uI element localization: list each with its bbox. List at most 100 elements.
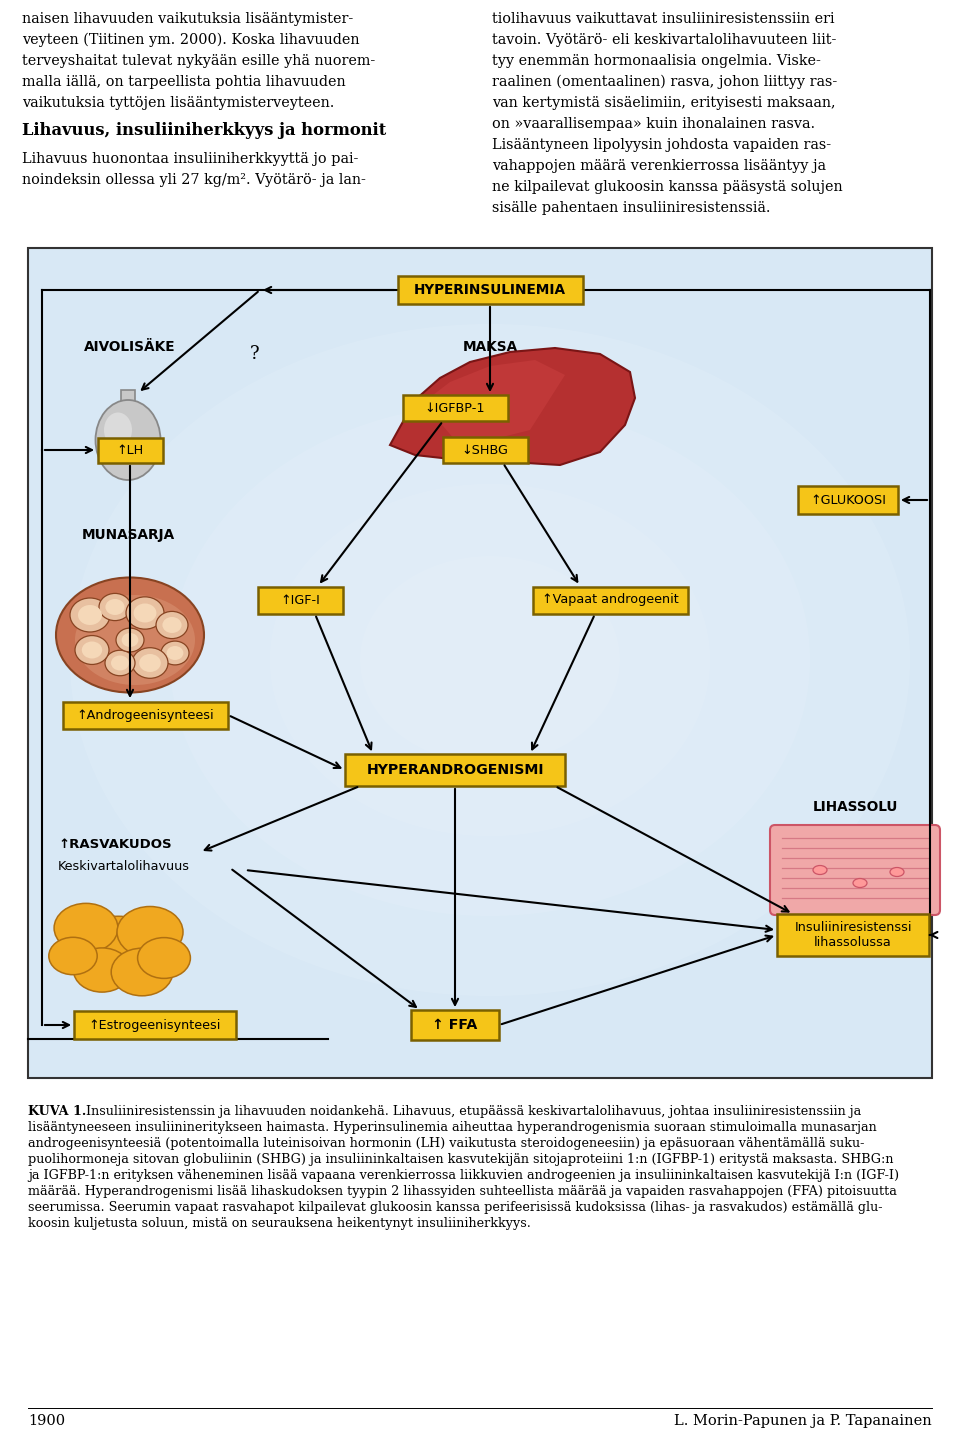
Text: ja IGFBP-1:n erityksen väheneminen lisää vapaana verenkierrossa liikkuvien andro: ja IGFBP-1:n erityksen väheneminen lisää… — [28, 1170, 900, 1183]
Ellipse shape — [82, 641, 102, 658]
Ellipse shape — [167, 647, 183, 660]
Text: koosin kuljetusta soluun, mistä on seurauksena heikentynyt insuliiniherkkyys.: koosin kuljetusta soluun, mistä on seura… — [28, 1217, 531, 1230]
Text: LIHASSOLU: LIHASSOLU — [812, 800, 898, 813]
Text: vaikutuksia tyttöjen lisääntymisterveyteen.: vaikutuksia tyttöjen lisääntymisterveyte… — [22, 96, 334, 111]
Text: ↑LH: ↑LH — [116, 444, 144, 457]
Text: ↓IGFBP-1: ↓IGFBP-1 — [424, 401, 485, 414]
Text: määrää. Hyperandrogenismi lisää lihaskudoksen tyypin 2 lihassyiden suhteellista : määrää. Hyperandrogenismi lisää lihaskud… — [28, 1186, 897, 1198]
Text: ↑Vapaat androgeenit: ↑Vapaat androgeenit — [541, 593, 679, 606]
Ellipse shape — [95, 399, 160, 480]
Text: ?: ? — [251, 345, 260, 364]
Text: KUVA 1.: KUVA 1. — [28, 1105, 86, 1118]
Text: Lihavuus, insuliiniherkkyys ja hormonit: Lihavuus, insuliiniherkkyys ja hormonit — [22, 122, 386, 139]
FancyBboxPatch shape — [777, 914, 929, 956]
Ellipse shape — [116, 628, 144, 652]
Ellipse shape — [80, 917, 156, 976]
FancyBboxPatch shape — [74, 1012, 236, 1039]
Ellipse shape — [73, 948, 131, 992]
FancyBboxPatch shape — [257, 586, 343, 614]
Text: Lihavuus huonontaa insuliiniherkkyyttä jo pai-: Lihavuus huonontaa insuliiniherkkyyttä j… — [22, 152, 358, 167]
Text: L. Morin-Papunen ja P. Tapanainen: L. Morin-Papunen ja P. Tapanainen — [674, 1414, 932, 1428]
Ellipse shape — [105, 651, 135, 675]
Text: naisen lihavuuden vaikutuksia lisääntymister-: naisen lihavuuden vaikutuksia lisääntymi… — [22, 11, 353, 26]
Ellipse shape — [54, 904, 118, 953]
Ellipse shape — [133, 604, 156, 622]
Ellipse shape — [126, 596, 164, 629]
FancyBboxPatch shape — [98, 437, 162, 463]
Ellipse shape — [161, 641, 189, 665]
Ellipse shape — [104, 412, 132, 447]
Ellipse shape — [75, 635, 109, 664]
Ellipse shape — [99, 593, 131, 621]
FancyBboxPatch shape — [62, 701, 228, 729]
Text: ↑ FFA: ↑ FFA — [432, 1017, 478, 1032]
Ellipse shape — [156, 611, 188, 638]
Text: androgeenisynteesiä (potentoimalla luteinisoivan hormonin (LH) vaikutusta steroi: androgeenisynteesiä (potentoimalla lutei… — [28, 1137, 864, 1150]
FancyBboxPatch shape — [402, 395, 508, 421]
Ellipse shape — [170, 404, 810, 915]
Ellipse shape — [106, 599, 125, 615]
FancyBboxPatch shape — [443, 437, 527, 463]
Text: ↑IGF-I: ↑IGF-I — [280, 593, 320, 606]
Text: Keskivartalolihavuus: Keskivartalolihavuus — [58, 859, 190, 874]
Ellipse shape — [132, 648, 168, 678]
Text: AIVOLISÄKE: AIVOLISÄKE — [84, 341, 176, 354]
FancyBboxPatch shape — [411, 1010, 499, 1040]
Ellipse shape — [890, 868, 904, 877]
Text: on »vaarallisempaa» kuin ihonalainen rasva.: on »vaarallisempaa» kuin ihonalainen ras… — [492, 116, 815, 131]
Ellipse shape — [813, 865, 827, 875]
Ellipse shape — [117, 907, 183, 957]
Text: tiolihavuus vaikuttavat insuliiniresistenssiin eri: tiolihavuus vaikuttavat insuliiniresiste… — [492, 11, 834, 26]
Polygon shape — [420, 361, 565, 440]
Text: 1900: 1900 — [28, 1414, 65, 1428]
Ellipse shape — [70, 598, 110, 632]
Text: ne kilpailevat glukoosin kanssa pääsystä solujen: ne kilpailevat glukoosin kanssa pääsystä… — [492, 180, 843, 194]
Polygon shape — [390, 348, 635, 466]
Text: ↑RASVAKUDOS: ↑RASVAKUDOS — [58, 838, 172, 851]
Text: MUNASARJA: MUNASARJA — [82, 527, 175, 542]
FancyBboxPatch shape — [533, 586, 687, 614]
Ellipse shape — [139, 654, 161, 673]
FancyBboxPatch shape — [798, 486, 898, 514]
Text: Insuliiniresistenssi
lihassolussa: Insuliiniresistenssi lihassolussa — [794, 921, 912, 948]
Ellipse shape — [56, 578, 204, 693]
Text: vahappojen määrä verenkierrossa lisääntyy ja: vahappojen määrä verenkierrossa lisäänty… — [492, 160, 826, 172]
Text: puolihormoneja sitovan globuliinin (SHBG) ja insuliininkaltaisen kasvutekijän si: puolihormoneja sitovan globuliinin (SHBG… — [28, 1152, 894, 1165]
Text: lisääntyneeseen insuliinineritykseen haimasta. Hyperinsulinemia aiheuttaa hypera: lisääntyneeseen insuliinineritykseen hai… — [28, 1121, 876, 1134]
Text: van kertymistä sisäelimiin, erityisesti maksaan,: van kertymistä sisäelimiin, erityisesti … — [492, 96, 835, 111]
Ellipse shape — [111, 655, 129, 671]
Ellipse shape — [111, 948, 173, 996]
Text: veyteen (Tiitinen ym. 2000). Koska lihavuuden: veyteen (Tiitinen ym. 2000). Koska lihav… — [22, 33, 359, 47]
Text: noindeksin ollessa yli 27 kg/m². Vyötärö- ja lan-: noindeksin ollessa yli 27 kg/m². Vyötärö… — [22, 172, 366, 187]
FancyBboxPatch shape — [28, 249, 932, 1078]
Text: raalinen (omentaalinen) rasva, johon liittyy ras-: raalinen (omentaalinen) rasva, johon lii… — [492, 75, 837, 89]
Ellipse shape — [122, 634, 138, 647]
Text: MAKSA: MAKSA — [463, 341, 517, 354]
Text: ↑Estrogeenisynteesi: ↑Estrogeenisynteesi — [89, 1019, 221, 1032]
Ellipse shape — [853, 878, 867, 888]
FancyBboxPatch shape — [770, 825, 940, 915]
Ellipse shape — [49, 937, 97, 974]
FancyBboxPatch shape — [345, 754, 565, 786]
Text: sisälle pahentaen insuliiniresistenssiä.: sisälle pahentaen insuliiniresistenssiä. — [492, 201, 771, 216]
Ellipse shape — [75, 595, 195, 685]
Text: ↑Androgeenisynteesi: ↑Androgeenisynteesi — [76, 708, 214, 721]
Text: HYPERANDROGENISMI: HYPERANDROGENISMI — [367, 763, 543, 777]
Text: tyy enemmän hormonaalisia ongelmia. Viske-: tyy enemmän hormonaalisia ongelmia. Visk… — [492, 55, 821, 68]
Text: ↓SHBG: ↓SHBG — [462, 444, 509, 457]
FancyBboxPatch shape — [397, 276, 583, 305]
Ellipse shape — [162, 616, 181, 634]
Text: tavoin. Vyötärö- eli keskivartalolihavuuteen liit-: tavoin. Vyötärö- eli keskivartalolihavuu… — [492, 33, 836, 47]
FancyBboxPatch shape — [121, 389, 135, 420]
Text: seerumissa. Seerumin vapaat rasvahapot kilpailevat glukoosin kanssa perifeerisis: seerumissa. Seerumin vapaat rasvahapot k… — [28, 1201, 882, 1214]
Ellipse shape — [360, 556, 620, 764]
Text: Lisääntyneen lipolyysin johdosta vapaiden ras-: Lisääntyneen lipolyysin johdosta vapaide… — [492, 138, 831, 152]
Ellipse shape — [137, 937, 190, 979]
Ellipse shape — [270, 484, 710, 836]
Text: terveyshaitat tulevat nykyään esille yhä nuorem-: terveyshaitat tulevat nykyään esille yhä… — [22, 55, 375, 68]
Text: malla iällä, on tarpeellista pohtia lihavuuden: malla iällä, on tarpeellista pohtia liha… — [22, 75, 346, 89]
Text: Insuliiniresistenssin ja lihavuuden noidankehä. Lihavuus, etupäässä keskivartalo: Insuliiniresistenssin ja lihavuuden noid… — [82, 1105, 861, 1118]
Text: HYPERINSULINEMIA: HYPERINSULINEMIA — [414, 283, 566, 297]
Text: ↑GLUKOOSI: ↑GLUKOOSI — [810, 493, 886, 506]
Ellipse shape — [78, 605, 102, 625]
